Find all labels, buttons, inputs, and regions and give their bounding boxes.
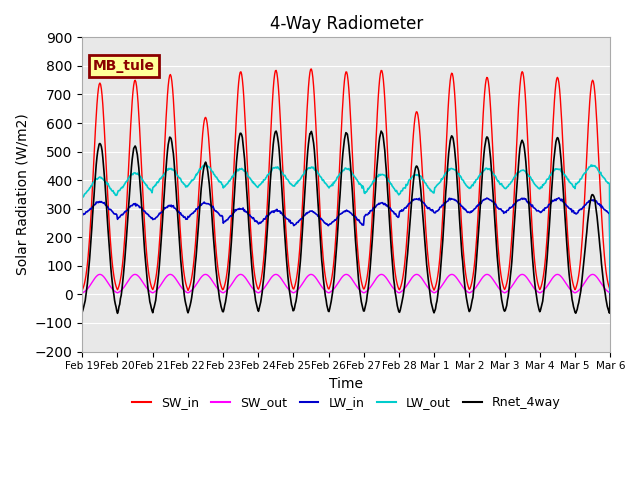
Rnet_4way [378, 128, 385, 134]
SW_out [607, 294, 614, 300]
LW_out [79, 194, 86, 200]
Y-axis label: Solar Radiation (W/m2): Solar Radiation (W/m2) [15, 114, 29, 276]
Rnet_4way [225, 275, 232, 281]
Line: LW_out: LW_out [83, 165, 611, 294]
Line: LW_in: LW_in [83, 198, 611, 294]
LW_out [196, 166, 204, 171]
Rnet_4way [88, 225, 95, 231]
X-axis label: Time: Time [329, 377, 364, 391]
Rnet_4way [114, 311, 122, 316]
Rnet_4way [428, 300, 435, 305]
LW_in [142, 211, 150, 216]
LW_out [410, 172, 418, 178]
SW_in [607, 291, 614, 297]
LW_out [142, 182, 150, 188]
SW_in [411, 116, 419, 121]
Legend: SW_in, SW_out, LW_in, LW_out, Rnet_4way: SW_in, SW_out, LW_in, LW_out, Rnet_4way [127, 391, 565, 414]
SW_out [426, 288, 434, 293]
SW_out [225, 286, 232, 291]
SW_out [88, 280, 95, 286]
SW_in [196, 173, 204, 179]
LW_in [426, 205, 433, 211]
SW_out [411, 272, 419, 278]
LW_out [588, 162, 595, 168]
SW_out [196, 275, 204, 281]
LW_out [607, 291, 614, 297]
LW_in [79, 213, 86, 218]
SW_in [88, 197, 95, 203]
LW_in [410, 196, 418, 202]
LW_out [224, 180, 232, 186]
SW_in [142, 245, 150, 251]
LW_in [607, 291, 614, 297]
Line: Rnet_4way: Rnet_4way [83, 131, 611, 313]
LW_in [88, 205, 95, 211]
Rnet_4way [196, 195, 204, 201]
SW_in [224, 264, 232, 270]
SW_out [143, 285, 151, 291]
LW_in [196, 203, 204, 208]
Title: 4-Way Radiometer: 4-Way Radiometer [269, 15, 423, 33]
LW_in [555, 195, 563, 201]
LW_out [426, 186, 433, 192]
SW_out [79, 290, 86, 296]
LW_out [88, 183, 95, 189]
SW_in [426, 274, 434, 279]
Rnet_4way [79, 309, 86, 315]
SW_in [308, 66, 316, 72]
SW_out [96, 272, 104, 277]
Text: MB_tule: MB_tule [93, 60, 155, 73]
SW_in [79, 287, 86, 293]
LW_in [224, 217, 232, 223]
Line: SW_in: SW_in [83, 69, 611, 294]
Line: SW_out: SW_out [83, 275, 611, 297]
Rnet_4way [143, 274, 151, 279]
Rnet_4way [412, 165, 419, 170]
Rnet_4way [607, 291, 614, 297]
